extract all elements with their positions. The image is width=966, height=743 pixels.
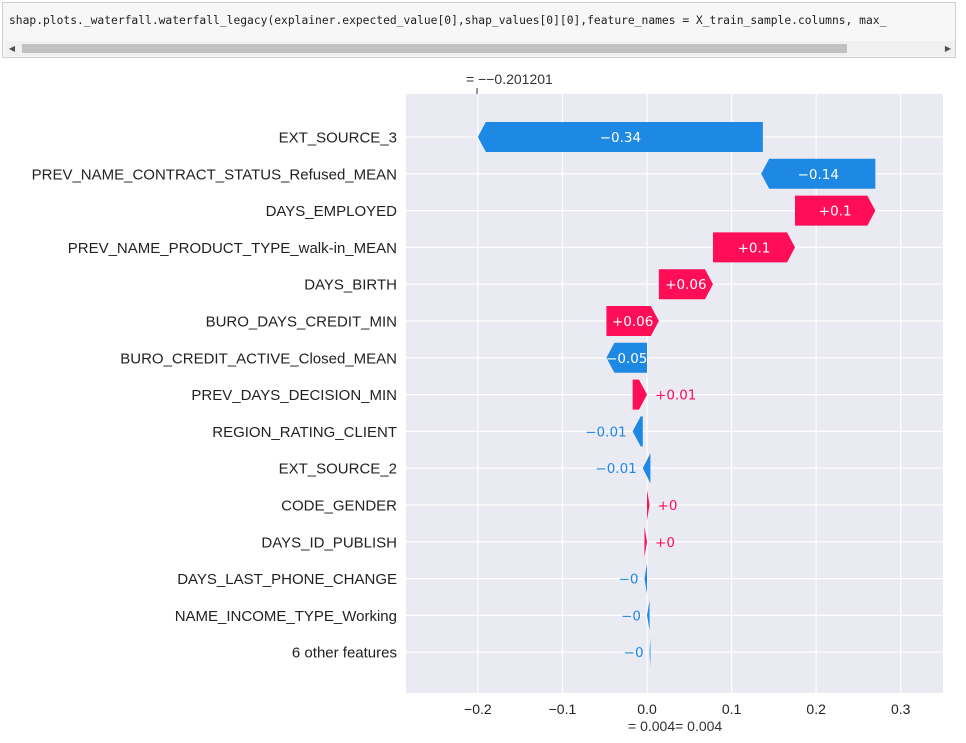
waterfall-bar — [712, 232, 796, 263]
x-tick-labels: −0.2 −0.1 0.0 0.1 0.2 0.3 — [464, 701, 911, 717]
feature-name-label: PREV_NAME_PRODUCT_TYPE_walk-in_MEAN — [68, 240, 397, 257]
feature-name-label: PREV_DAYS_DECISION_MIN — [191, 387, 397, 404]
scroll-right-arrow-icon[interactable]: ▶ — [944, 44, 952, 53]
feature-name-label: BURO_CREDIT_ACTIVE_Closed_MEAN — [120, 350, 397, 367]
plot-area — [406, 94, 943, 693]
bar-value-label: +0 — [658, 498, 678, 514]
bar-value-label: −0 — [619, 572, 639, 588]
code-line: shap.plots._waterfall.waterfall_legacy(e… — [9, 14, 887, 27]
horizontal-scrollbar[interactable]: ◀ ▶ — [5, 41, 955, 56]
fx-label: = −−0.201201 — [466, 71, 553, 87]
expected-value-label: = 0.004= 0.004 — [628, 718, 722, 734]
bar-value-label: −0.01 — [585, 424, 626, 440]
x-tick-label: 0.2 — [806, 701, 826, 717]
waterfall-bar — [761, 158, 876, 189]
feature-name-label: NAME_INCOME_TYPE_Working — [175, 608, 397, 625]
waterfall-bar — [477, 122, 763, 152]
feature-name-label: DAYS_ID_PUBLISH — [261, 534, 397, 551]
bar-value-label: +0.06 — [612, 314, 653, 330]
feature-name-label: CODE_GENDER — [281, 498, 397, 515]
feature-name-label: DAYS_BIRTH — [304, 277, 397, 294]
bar-value-label: −0 — [621, 608, 641, 624]
feature-name-label: 6 other features — [292, 645, 397, 662]
waterfall-bar — [644, 563, 648, 594]
x-tick-label: 0.3 — [891, 701, 911, 717]
waterfall-bar — [647, 600, 650, 631]
x-tick-label: −0.1 — [549, 701, 577, 717]
waterfall-bar — [606, 306, 659, 336]
feature-name-label: DAYS_EMPLOYED — [266, 203, 398, 220]
feature-name-label: BURO_DAYS_CREDIT_MIN — [206, 314, 397, 331]
bar-value-label: +0.1 — [819, 204, 852, 220]
bar-value-label: −0.14 — [798, 167, 839, 183]
waterfall-bar — [644, 526, 648, 557]
waterfall-bar — [658, 269, 713, 300]
feature-name-label: REGION_RATING_CLIENT — [212, 424, 397, 441]
feature-name-label: EXT_SOURCE_3 — [279, 130, 397, 147]
waterfall-bar — [632, 379, 648, 410]
feature-name-label: PREV_NAME_CONTRACT_STATUS_Refused_MEAN — [32, 166, 397, 183]
waterfall-bar — [632, 416, 643, 447]
feature-name-label: EXT_SOURCE_2 — [279, 461, 397, 478]
bar-value-label: −0 — [624, 645, 644, 661]
bar-value-label: +0.01 — [655, 388, 696, 404]
bar-value-label: +0 — [655, 535, 675, 551]
waterfall-bar — [642, 453, 651, 484]
x-tick-label: 0.1 — [722, 701, 742, 717]
code-cell[interactable]: shap.plots._waterfall.waterfall_legacy(e… — [2, 2, 956, 58]
waterfall-bar — [649, 637, 651, 668]
feature-labels: EXT_SOURCE_3 PREV_NAME_CONTRACT_STATUS_Re… — [32, 130, 398, 662]
bar-value-label: −0.01 — [595, 461, 636, 477]
scrollbar-thumb[interactable] — [22, 44, 847, 53]
waterfall-bar — [606, 342, 648, 373]
x-tick-label: −0.2 — [464, 701, 492, 717]
bars-group: −0.34 −0.14 +0.1 +0.1 +0.06 +0.06 −0.05 +0.01 −0… — [477, 122, 876, 668]
bar-value-label: −0.05 — [606, 351, 647, 367]
waterfall-bar — [795, 195, 876, 226]
waterfall-bar — [647, 490, 650, 520]
bar-value-label: +0.1 — [738, 240, 771, 256]
scroll-left-arrow-icon[interactable]: ◀ — [8, 44, 16, 53]
feature-name-label: DAYS_LAST_PHONE_CHANGE — [177, 571, 397, 588]
bar-value-label: −0.34 — [600, 130, 641, 146]
bar-value-label: +0.06 — [665, 277, 706, 293]
x-tick-label: 0.0 — [637, 701, 657, 717]
